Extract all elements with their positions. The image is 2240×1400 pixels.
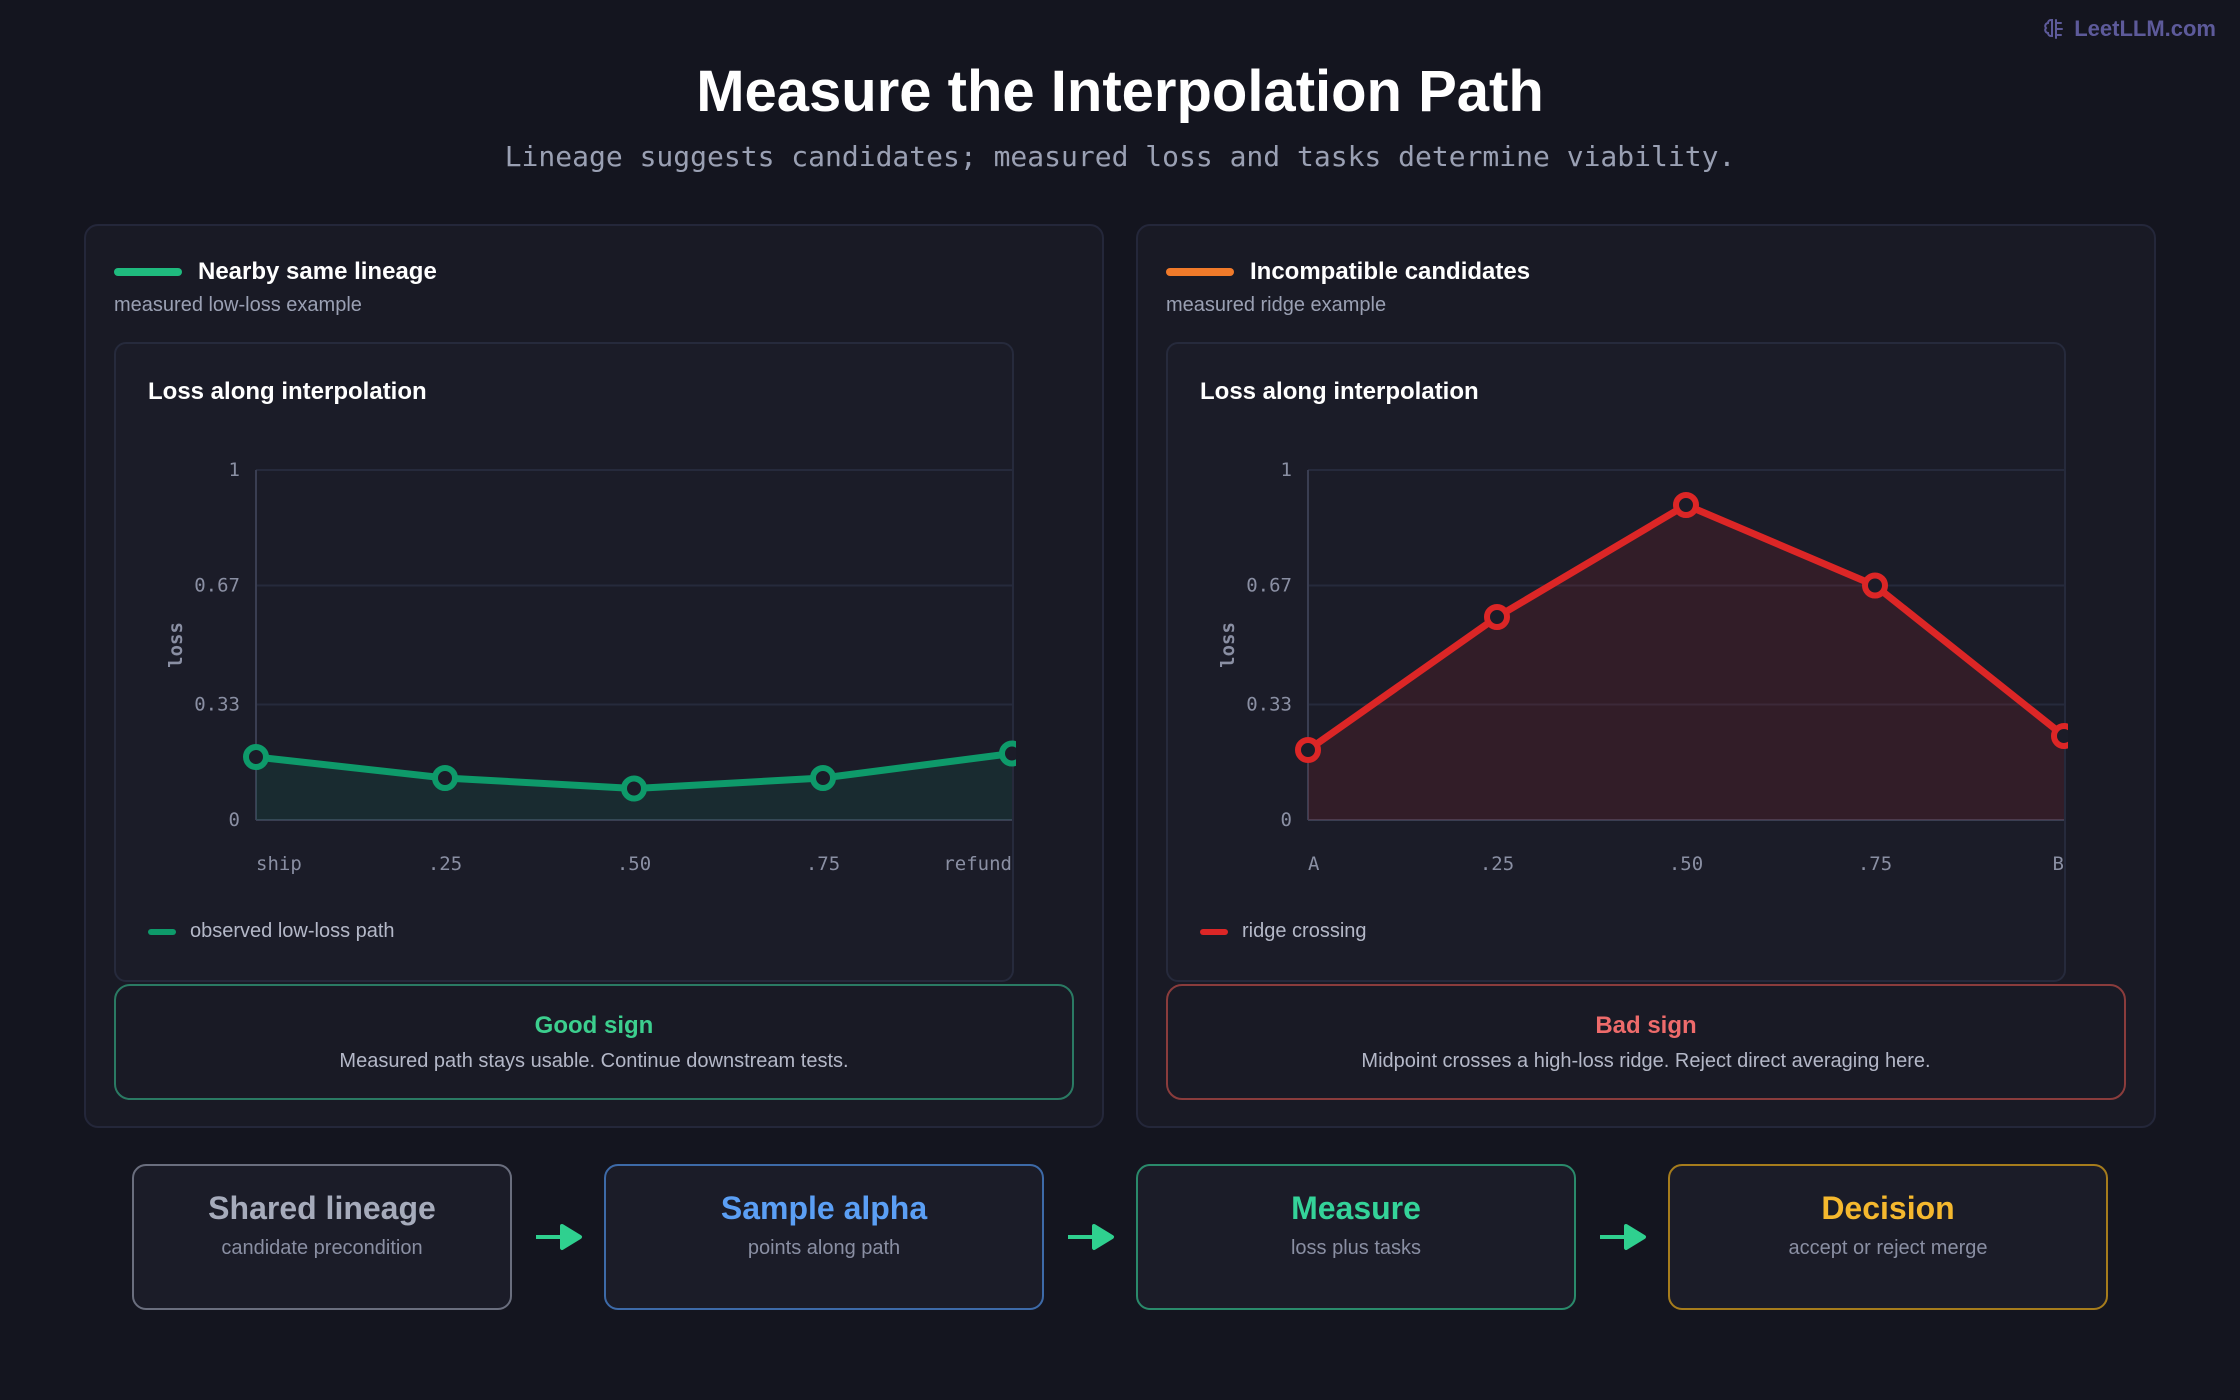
chart-legend: observed low-loss path <box>148 920 395 943</box>
flow-step-sample-alpha: Sample alpha points along path <box>604 1164 1044 1310</box>
x-tick-label: .50 <box>1669 853 1703 875</box>
arrow-right-icon <box>1068 1224 1114 1250</box>
y-tick-label: 1 <box>1281 459 1292 481</box>
flow-step-sub: accept or reject merge <box>1788 1237 1988 1259</box>
legend-swatch <box>1200 928 1228 935</box>
legend-label: observed low-loss path <box>190 920 395 942</box>
series-area <box>256 753 1012 820</box>
x-tick-label: refund <box>943 853 1012 875</box>
x-tick-label: .75 <box>806 853 840 875</box>
series-area <box>1308 505 2064 820</box>
data-point <box>2051 723 2068 749</box>
chart-card: Loss along interpolation 0 0.33 0.67 1 loss A… <box>1166 342 2068 982</box>
y-tick-label: 0 <box>1281 809 1292 831</box>
legend-label: ridge crossing <box>1242 920 1367 942</box>
y-tick-label: 0 <box>229 809 240 831</box>
flow-step-shared-lineage: Shared lineage candidate precondition <box>132 1164 512 1310</box>
data-point <box>1295 737 1321 763</box>
brand-logo[interactable]: LeetLLM.com <box>2042 16 2216 42</box>
flow-step-title: Measure <box>1291 1190 1421 1226</box>
panel-subheading: measured ridge example <box>1166 294 1387 316</box>
flow-step-title: Sample alpha <box>720 1190 928 1226</box>
page-title: Measure the Interpolation Path <box>696 59 1544 124</box>
verdict-text: Midpoint crosses a high-loss ridge. Reje… <box>1361 1050 1931 1072</box>
data-point <box>810 765 836 791</box>
y-tick-label: 0.33 <box>1246 694 1292 716</box>
data-point <box>243 744 269 770</box>
data-point <box>621 775 647 802</box>
legend-swatch <box>148 928 176 935</box>
y-axis-label: loss <box>165 622 187 668</box>
arrow-right-icon <box>1600 1224 1646 1250</box>
y-tick-label: 0.67 <box>194 575 240 597</box>
chart-title: Loss along interpolation <box>148 378 427 405</box>
line-chart: 0 0.33 0.67 1 loss A .25 .50 .75 B <box>1217 459 2068 875</box>
chart-card: Loss along interpolation 0 0.33 0.67 1 loss s… <box>114 342 1016 982</box>
flow-step-decision: Decision accept or reject merge <box>1668 1164 2108 1310</box>
flow-step-sub: points along path <box>747 1237 901 1259</box>
x-tick-label: .50 <box>617 853 651 875</box>
flow-step-sub: loss plus tasks <box>1290 1237 1422 1259</box>
panel-accent-bar <box>1166 268 1234 276</box>
flow-step-title: Decision <box>1821 1190 1955 1226</box>
flow-step-title: Shared lineage <box>208 1190 436 1226</box>
panel-same-lineage: Nearby same lineage measured low-loss ex… <box>84 224 1104 1128</box>
verdict-good: Good sign Measured path stays usable. Co… <box>114 984 1074 1100</box>
verdict-title: Bad sign <box>1595 1012 1697 1039</box>
panel-heading: Incompatible candidates <box>1250 258 1531 285</box>
x-tick-label: A <box>1308 853 1320 875</box>
data-point <box>1862 572 1888 599</box>
data-point <box>1673 492 1699 518</box>
data-point <box>432 765 458 791</box>
x-tick-label: B <box>2053 853 2064 875</box>
x-tick-label: .25 <box>1480 853 1514 875</box>
chart-legend: ridge crossing <box>1200 920 1367 943</box>
flow-step-sub: candidate precondition <box>221 1237 423 1259</box>
verdict-text: Measured path stays usable. Continue dow… <box>339 1050 849 1072</box>
data-point <box>1484 604 1510 630</box>
y-tick-label: 1 <box>229 459 240 481</box>
verdict-title: Good sign <box>534 1012 654 1039</box>
panel-incompatible: Incompatible candidates measured ridge e… <box>1136 224 2156 1128</box>
x-tick-label: ship <box>256 853 302 875</box>
x-tick-label: .25 <box>428 853 462 875</box>
line-chart: 0 0.33 0.67 1 loss ship .25 .50 .75 refund <box>165 459 1016 875</box>
x-tick-label: .75 <box>1858 853 1892 875</box>
arrow-right-icon <box>536 1224 582 1250</box>
brand-name: LeetLLM.com <box>2074 16 2216 41</box>
panel-heading: Nearby same lineage <box>198 258 437 285</box>
brain-icon <box>2044 19 2064 39</box>
data-point <box>999 740 1016 767</box>
flow-step-measure: Measure loss plus tasks <box>1136 1164 1576 1310</box>
page-subtitle: Lineage suggests candidates; measured lo… <box>504 140 1736 173</box>
verdict-bad: Bad sign Midpoint crosses a high-loss ri… <box>1166 984 2126 1100</box>
y-tick-label: 0.67 <box>1246 575 1292 597</box>
y-axis-label: loss <box>1217 622 1239 668</box>
panel-accent-bar <box>114 268 182 276</box>
y-tick-label: 0.33 <box>194 694 240 716</box>
panel-subheading: measured low-loss example <box>114 294 362 316</box>
chart-title: Loss along interpolation <box>1200 378 1479 405</box>
